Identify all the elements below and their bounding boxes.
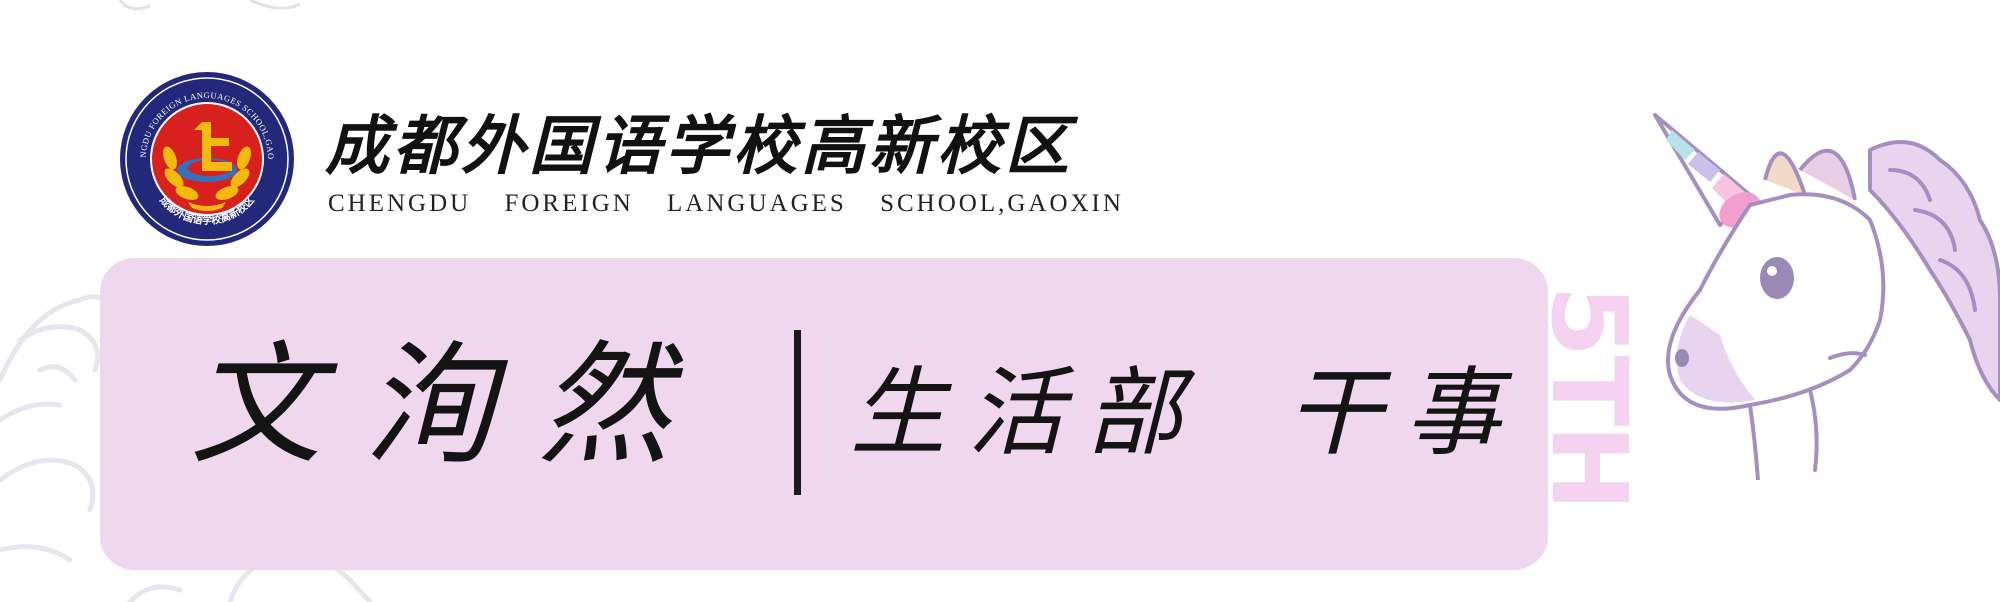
position-label: 生活部 干事 — [850, 357, 1523, 469]
divider-bar — [794, 330, 801, 495]
name-card — [100, 258, 1548, 570]
fifth-text: 5TH — [1545, 285, 1640, 509]
top-decoration — [118, 0, 301, 11]
fifth-decoration: 5TH — [1545, 285, 1640, 509]
school-name-chinese: 成都外国语学校高新校区 — [325, 109, 1073, 184]
right-unicorn-illustration — [1653, 113, 2000, 480]
school-emblem: CHENGDU FOREIGN LANGUAGES SCHOOL,GAOXIN … — [118, 70, 294, 246]
school-name-english: CHENGDU FOREIGN LANGUAGES SCHOOL,GAOXIN — [328, 190, 1124, 217]
person-name: 文洵然 — [190, 329, 712, 483]
